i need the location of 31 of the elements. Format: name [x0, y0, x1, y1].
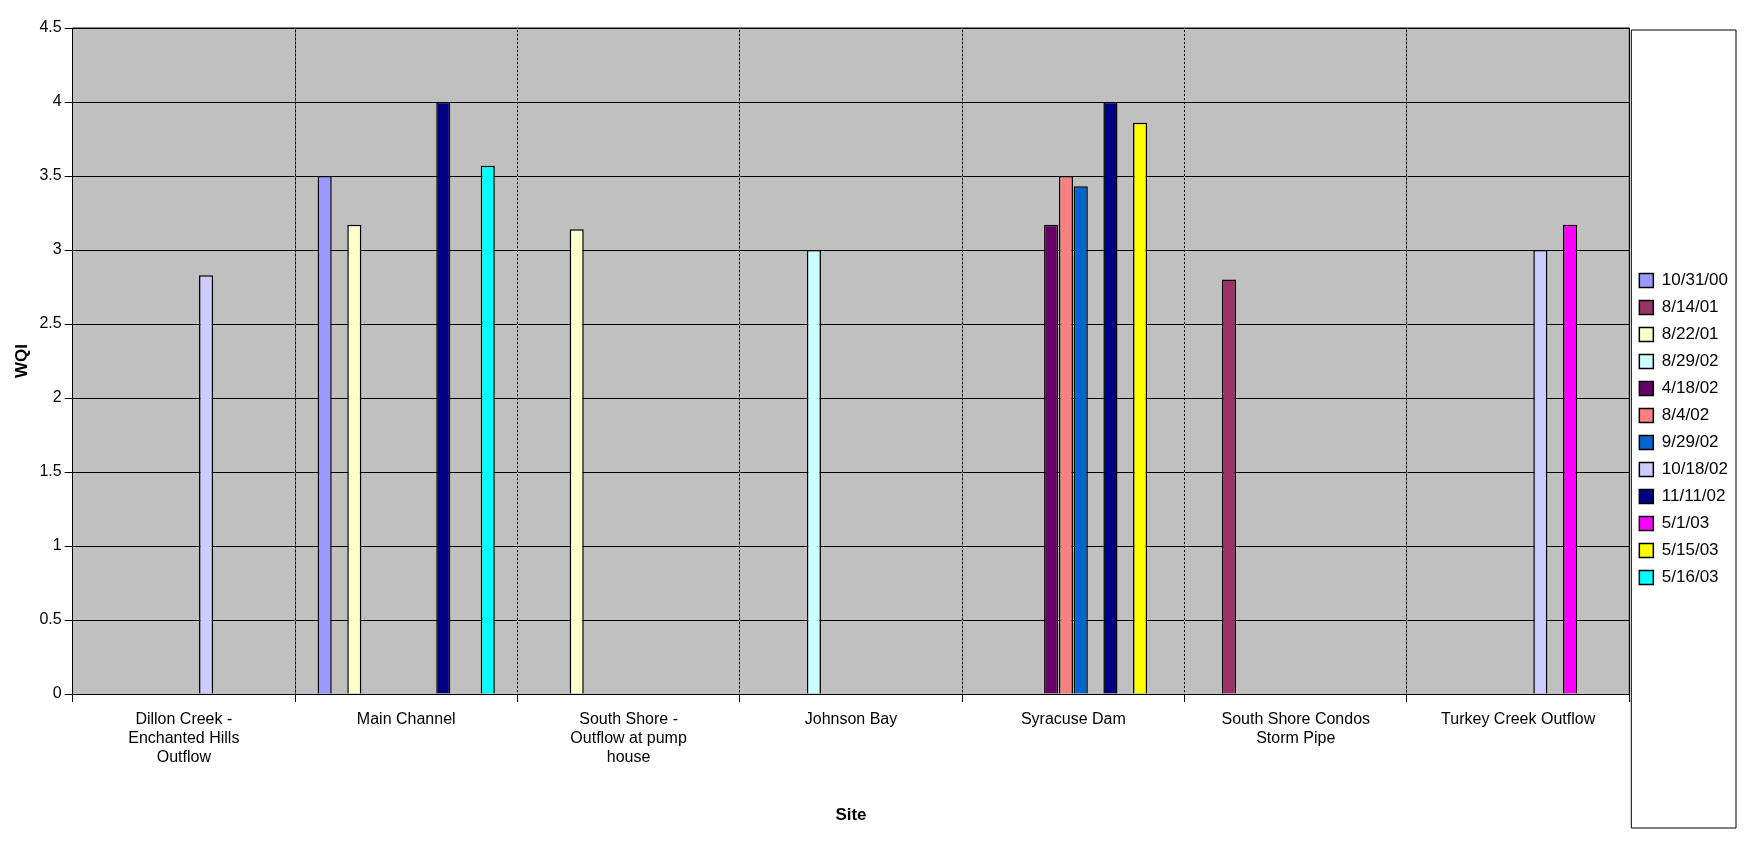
- y-tick-label: 3: [52, 240, 62, 258]
- x-tick-label: Turkey Creek Outflow: [1441, 710, 1596, 728]
- y-tick-label: 2.5: [39, 314, 62, 332]
- legend-label: 5/15/03: [1661, 540, 1719, 560]
- x-tick-label: Johnson Bay: [804, 710, 898, 728]
- legend-label: 4/18/02: [1661, 378, 1719, 398]
- legend-label: 10/31/00: [1661, 270, 1729, 290]
- y-tick-label: 1: [52, 536, 62, 554]
- x-tick-label: South Shore - Outflow at pump house: [570, 710, 687, 766]
- legend-label: 8/4/02: [1661, 405, 1710, 425]
- legend-label: 5/16/03: [1661, 567, 1719, 587]
- legend-label: 10/18/02: [1661, 459, 1729, 479]
- x-tick-label: South Shore Condos Storm Pipe: [1221, 710, 1371, 747]
- legend-label: 8/22/01: [1661, 324, 1719, 344]
- x-axis-title: Site: [835, 805, 867, 825]
- legend-label: 11/11/02: [1661, 486, 1726, 506]
- y-tick-label: 4: [52, 92, 62, 110]
- x-tick-label: Syracuse Dam: [1020, 710, 1126, 728]
- x-tick-label: Main Channel: [356, 710, 456, 728]
- y-tick-label: 0: [52, 684, 62, 702]
- y-tick-label: 2: [52, 388, 62, 406]
- legend-label: 5/1/03: [1661, 513, 1710, 533]
- x-tick-label: Dillon Creek - Enchanted Hills Outflow: [128, 710, 240, 766]
- legend-label: 8/29/02: [1661, 351, 1719, 371]
- y-axis-title: WQI: [11, 344, 31, 378]
- legend-label: 9/29/02: [1661, 432, 1719, 452]
- y-tick-label: 3.5: [39, 166, 62, 184]
- y-tick-label: 1.5: [39, 462, 62, 480]
- legend-label: 8/14/01: [1661, 297, 1719, 317]
- y-tick-label: 4.5: [39, 18, 62, 36]
- y-tick-label: 0.5: [39, 610, 62, 628]
